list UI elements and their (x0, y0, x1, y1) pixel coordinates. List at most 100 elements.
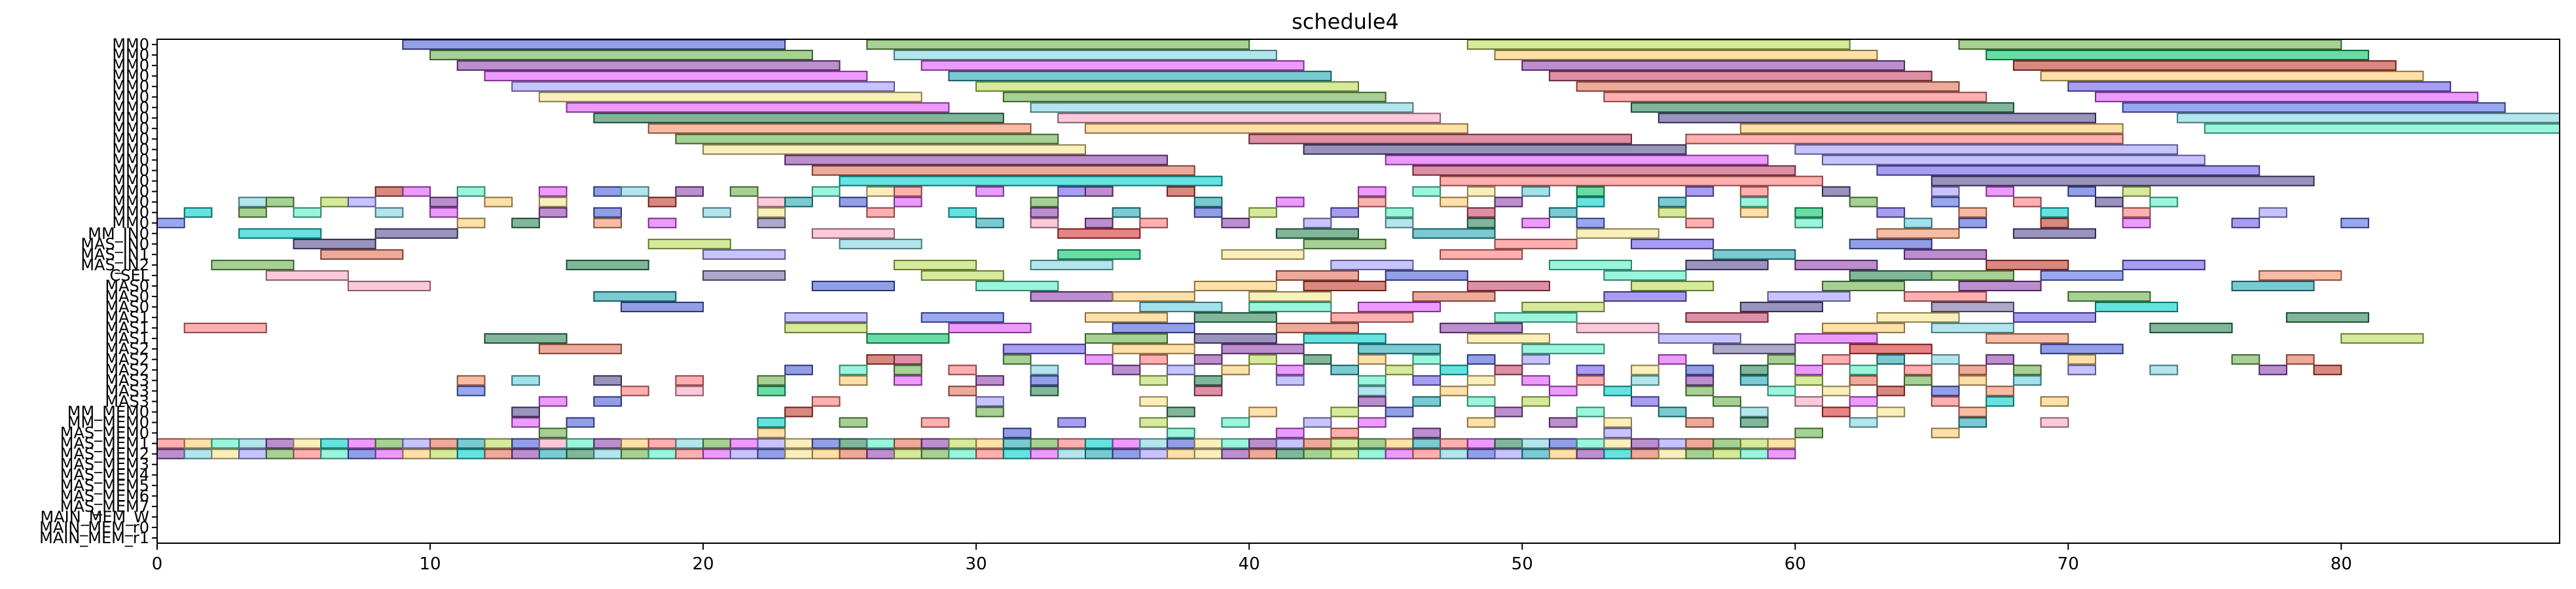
task-bar-288 (948, 365, 977, 376)
task-bar-275 (1521, 354, 1550, 365)
task-bar-429 (647, 438, 677, 449)
task-bar-118 (1248, 207, 1277, 218)
task-bar-202 (1303, 280, 1387, 292)
task-bar-357 (1139, 396, 1169, 407)
task-bar-494 (784, 448, 813, 459)
task-bar-157 (811, 228, 896, 239)
task-bar-387 (920, 417, 950, 428)
task-bar-436 (839, 438, 868, 449)
task-bar-129 (2122, 207, 2151, 218)
task-bar-164 (293, 238, 376, 249)
task-bar-503 (1030, 448, 1059, 459)
task-bar-375 (1385, 406, 1414, 418)
task-bar-422 (456, 438, 486, 449)
task-bar-295 (1385, 365, 1414, 376)
task-bar-485 (538, 448, 568, 459)
task-bar-455 (1358, 438, 1387, 449)
task-bar-412 (183, 438, 213, 449)
task-bar-405 (1275, 427, 1305, 438)
task-bar-523 (1576, 448, 1605, 459)
task-bar-242 (1821, 323, 1906, 334)
task-bar-497 (866, 448, 896, 459)
task-bar-246 (866, 333, 950, 344)
task-bar-54 (538, 186, 568, 197)
task-bar-90 (1030, 196, 1059, 207)
task-bar-381 (1876, 406, 1906, 418)
task-bar-182 (1330, 259, 1414, 270)
task-bar-43 (1385, 154, 1769, 166)
task-bar-452 (1275, 438, 1305, 449)
task-bar-514 (1330, 448, 1359, 459)
task-bar-520 (1494, 448, 1523, 459)
task-bar-60 (866, 186, 896, 197)
task-bar-206 (1958, 280, 2042, 292)
task-bar-101 (2012, 196, 2042, 207)
task-bar-486 (566, 448, 595, 459)
task-bar-17 (975, 81, 1359, 92)
task-bar-285 (784, 365, 813, 376)
task-bar-356 (975, 396, 1004, 407)
task-bar-257 (1112, 344, 1195, 355)
task-bar-181 (1030, 259, 1114, 270)
task-bar-64 (1084, 186, 1114, 197)
task-bar-445 (1084, 438, 1114, 449)
y-tick-label-16: MM0 (112, 204, 149, 222)
task-bar-456 (1385, 438, 1414, 449)
task-bar-24 (566, 102, 950, 113)
task-bar-47 (1876, 165, 2260, 176)
task-bar-5 (894, 50, 1277, 61)
task-bar-473 (211, 448, 240, 459)
task-bar-524 (1603, 448, 1633, 459)
task-bar-39 (702, 144, 1086, 155)
task-bar-384 (566, 417, 595, 428)
task-bar-262 (1849, 344, 1932, 355)
task-bar-210 (1112, 291, 1195, 302)
task-bar-102 (2095, 196, 2124, 207)
task-bar-57 (675, 186, 704, 197)
task-bar-502 (1002, 448, 1032, 459)
task-bar-176 (1713, 249, 1796, 260)
task-bar-366 (1931, 396, 1960, 407)
task-bar-458 (1440, 438, 1468, 449)
task-bar-14 (1548, 71, 1932, 82)
task-bar-183 (1548, 259, 1633, 270)
task-bar-517 (1412, 448, 1442, 459)
task-bar-465 (1631, 438, 1660, 449)
task-bar-509 (1193, 448, 1223, 459)
y-tick-label-36: MM_MEM0 (67, 414, 149, 432)
task-bar-59 (811, 186, 841, 197)
task-bar-204 (1631, 280, 1714, 292)
task-bar-411 (156, 438, 185, 449)
task-bar-99 (1849, 196, 1878, 207)
task-bar-0 (402, 39, 786, 50)
task-bar-76 (2067, 186, 2097, 197)
task-bar-103 (2149, 196, 2179, 207)
task-bar-10 (1521, 60, 1906, 71)
task-bar-410 (1931, 427, 1960, 438)
task-bar-168 (1494, 238, 1578, 249)
task-bar-414 (238, 438, 267, 449)
task-bar-401 (538, 427, 568, 438)
task-bar-471 (156, 448, 185, 459)
task-bar-530 (1767, 448, 1796, 459)
task-bar-231 (1685, 312, 1769, 323)
task-bar-296 (1440, 365, 1468, 376)
task-bar-318 (975, 375, 1004, 386)
task-bar-248 (1193, 333, 1277, 344)
task-bar-350 (1876, 385, 1906, 397)
task-bar-236 (784, 323, 868, 334)
task-bar-18 (1576, 81, 1960, 92)
task-bar-8 (456, 60, 841, 71)
task-bar-424 (511, 438, 540, 449)
task-bar-199 (811, 280, 896, 292)
task-bar-331 (1794, 375, 1823, 386)
task-bar-128 (2040, 207, 2069, 218)
task-bar-526 (1658, 448, 1687, 459)
task-bar-135 (647, 217, 677, 228)
task-bar-352 (1986, 385, 2014, 397)
task-bar-191 (1275, 270, 1359, 281)
task-bar-243 (1931, 323, 2014, 334)
task-bar-298 (1576, 365, 1605, 376)
task-bar-454 (1330, 438, 1359, 449)
task-bar-306 (2012, 365, 2042, 376)
